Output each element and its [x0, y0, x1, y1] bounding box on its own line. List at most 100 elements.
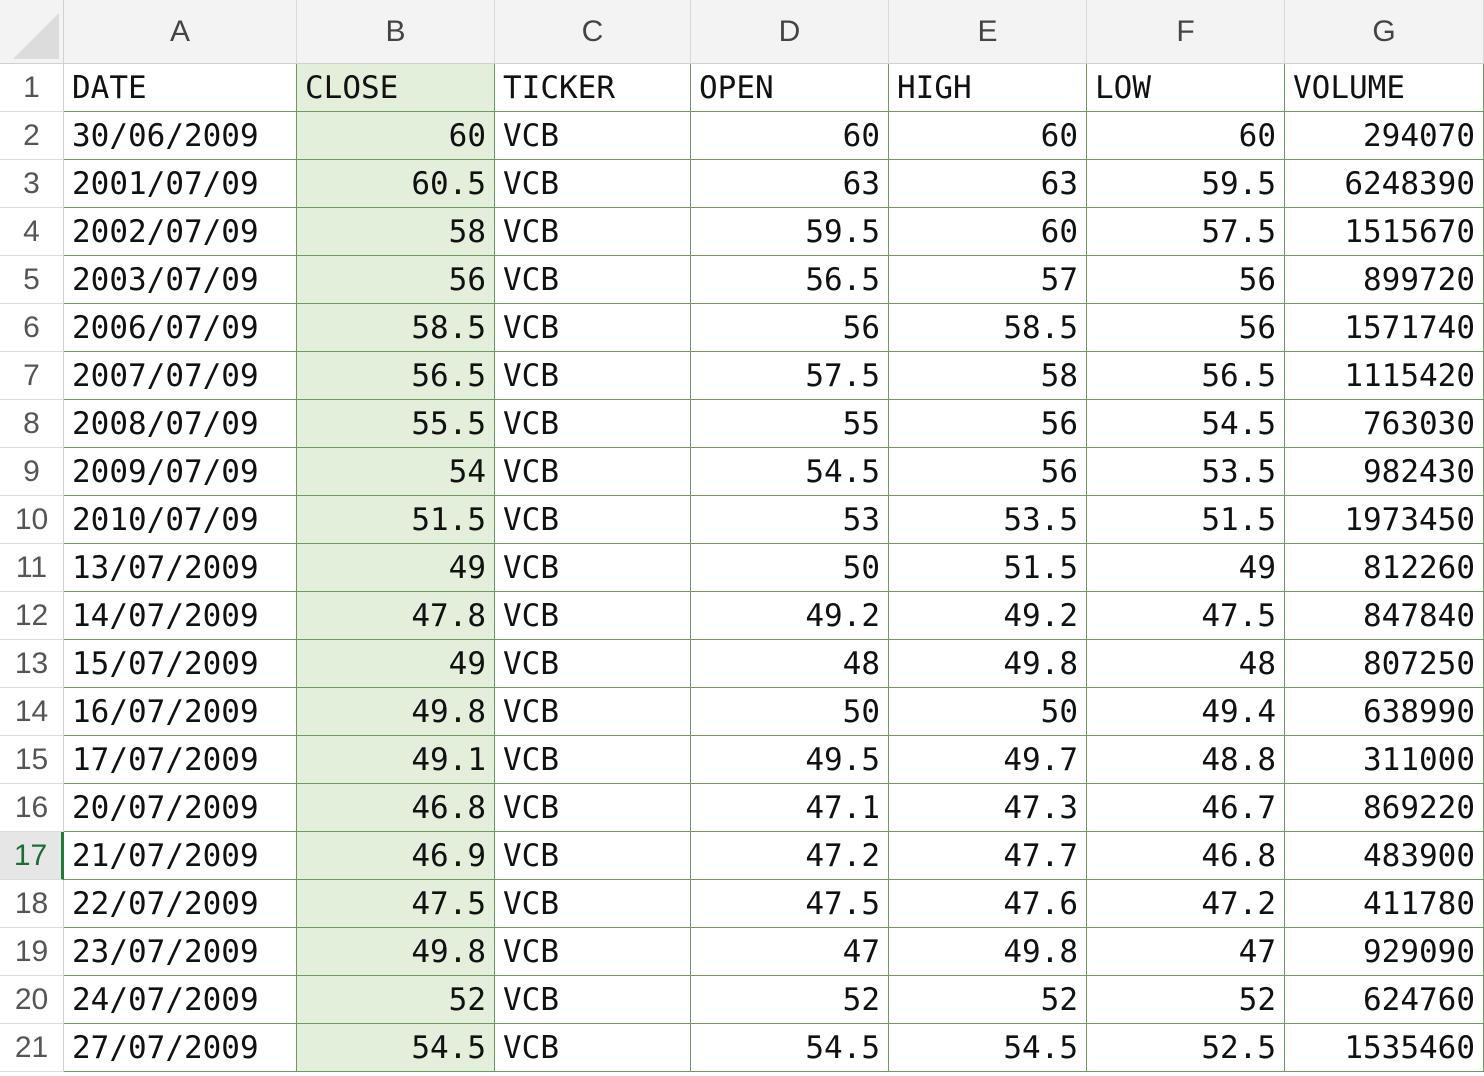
header-cell-c1[interactable]: TICKER: [495, 64, 691, 112]
cell-b14[interactable]: 49.8: [297, 688, 495, 736]
cell-a6[interactable]: 2006/07/09: [64, 304, 297, 352]
cell-g2[interactable]: 294070: [1285, 112, 1484, 160]
cell-c15[interactable]: VCB: [495, 736, 691, 784]
cell-d10[interactable]: 53: [691, 496, 889, 544]
cell-a2[interactable]: 30/06/2009: [64, 112, 297, 160]
cell-f18[interactable]: 47.2: [1087, 880, 1285, 928]
cell-e19[interactable]: 49.8: [889, 928, 1087, 976]
cell-f12[interactable]: 47.5: [1087, 592, 1285, 640]
row-header-1[interactable]: 1: [0, 64, 64, 112]
cell-d12[interactable]: 49.2: [691, 592, 889, 640]
cell-d5[interactable]: 56.5: [691, 256, 889, 304]
cell-e21[interactable]: 54.5: [889, 1024, 1087, 1072]
cell-b17[interactable]: 46.9: [297, 832, 495, 880]
cell-a20[interactable]: 24/07/2009: [64, 976, 297, 1024]
row-header-6[interactable]: 6: [0, 304, 64, 352]
row-header-11[interactable]: 11: [0, 544, 64, 592]
cell-g5[interactable]: 899720: [1285, 256, 1484, 304]
row-header-8[interactable]: 8: [0, 400, 64, 448]
cell-c7[interactable]: VCB: [495, 352, 691, 400]
row-header-16[interactable]: 16: [0, 784, 64, 832]
cell-b6[interactable]: 58.5: [297, 304, 495, 352]
cell-d15[interactable]: 49.5: [691, 736, 889, 784]
cell-e14[interactable]: 50: [889, 688, 1087, 736]
cell-g3[interactable]: 6248390: [1285, 160, 1484, 208]
row-header-17[interactable]: 17: [0, 832, 64, 880]
cell-g14[interactable]: 638990: [1285, 688, 1484, 736]
cell-e8[interactable]: 56: [889, 400, 1087, 448]
cell-c5[interactable]: VCB: [495, 256, 691, 304]
cell-b16[interactable]: 46.8: [297, 784, 495, 832]
cell-f21[interactable]: 52.5: [1087, 1024, 1285, 1072]
row-header-20[interactable]: 20: [0, 976, 64, 1024]
row-header-15[interactable]: 15: [0, 736, 64, 784]
cell-d14[interactable]: 50: [691, 688, 889, 736]
column-header-a[interactable]: A: [64, 0, 297, 64]
cell-b2[interactable]: 60: [297, 112, 495, 160]
cell-f2[interactable]: 60: [1087, 112, 1285, 160]
cell-a9[interactable]: 2009/07/09: [64, 448, 297, 496]
cell-f7[interactable]: 56.5: [1087, 352, 1285, 400]
cell-d20[interactable]: 52: [691, 976, 889, 1024]
cell-a4[interactable]: 2002/07/09: [64, 208, 297, 256]
cell-e5[interactable]: 57: [889, 256, 1087, 304]
cell-g18[interactable]: 411780: [1285, 880, 1484, 928]
column-header-b[interactable]: B: [297, 0, 495, 64]
cell-g19[interactable]: 929090: [1285, 928, 1484, 976]
header-cell-a1[interactable]: DATE: [64, 64, 297, 112]
row-header-2[interactable]: 2: [0, 112, 64, 160]
cell-c16[interactable]: VCB: [495, 784, 691, 832]
cell-a18[interactable]: 22/07/2009: [64, 880, 297, 928]
cell-e7[interactable]: 58: [889, 352, 1087, 400]
cell-e13[interactable]: 49.8: [889, 640, 1087, 688]
cell-c12[interactable]: VCB: [495, 592, 691, 640]
cell-g11[interactable]: 812260: [1285, 544, 1484, 592]
cell-d11[interactable]: 50: [691, 544, 889, 592]
cell-d17[interactable]: 47.2: [691, 832, 889, 880]
cell-g15[interactable]: 311000: [1285, 736, 1484, 784]
cell-c8[interactable]: VCB: [495, 400, 691, 448]
row-header-18[interactable]: 18: [0, 880, 64, 928]
row-header-3[interactable]: 3: [0, 160, 64, 208]
cell-f4[interactable]: 57.5: [1087, 208, 1285, 256]
cell-f6[interactable]: 56: [1087, 304, 1285, 352]
cell-d8[interactable]: 55: [691, 400, 889, 448]
cell-e4[interactable]: 60: [889, 208, 1087, 256]
column-header-d[interactable]: D: [691, 0, 889, 64]
cell-e12[interactable]: 49.2: [889, 592, 1087, 640]
row-header-14[interactable]: 14: [0, 688, 64, 736]
cell-d21[interactable]: 54.5: [691, 1024, 889, 1072]
cell-f19[interactable]: 47: [1087, 928, 1285, 976]
cell-g7[interactable]: 1115420: [1285, 352, 1484, 400]
cell-b5[interactable]: 56: [297, 256, 495, 304]
cell-e16[interactable]: 47.3: [889, 784, 1087, 832]
cell-g13[interactable]: 807250: [1285, 640, 1484, 688]
cell-b19[interactable]: 49.8: [297, 928, 495, 976]
cell-c13[interactable]: VCB: [495, 640, 691, 688]
row-header-4[interactable]: 4: [0, 208, 64, 256]
row-header-9[interactable]: 9: [0, 448, 64, 496]
cell-c19[interactable]: VCB: [495, 928, 691, 976]
header-cell-e1[interactable]: HIGH: [889, 64, 1087, 112]
cell-c4[interactable]: VCB: [495, 208, 691, 256]
cell-a12[interactable]: 14/07/2009: [64, 592, 297, 640]
cell-b8[interactable]: 55.5: [297, 400, 495, 448]
cell-d2[interactable]: 60: [691, 112, 889, 160]
cell-a8[interactable]: 2008/07/09: [64, 400, 297, 448]
cell-b13[interactable]: 49: [297, 640, 495, 688]
cell-c3[interactable]: VCB: [495, 160, 691, 208]
cell-a15[interactable]: 17/07/2009: [64, 736, 297, 784]
cell-b9[interactable]: 54: [297, 448, 495, 496]
cell-f16[interactable]: 46.7: [1087, 784, 1285, 832]
cell-f17[interactable]: 46.8: [1087, 832, 1285, 880]
cell-g6[interactable]: 1571740: [1285, 304, 1484, 352]
cell-c14[interactable]: VCB: [495, 688, 691, 736]
select-all-corner[interactable]: [0, 0, 64, 64]
cell-e17[interactable]: 47.7: [889, 832, 1087, 880]
row-header-10[interactable]: 10: [0, 496, 64, 544]
cell-f10[interactable]: 51.5: [1087, 496, 1285, 544]
cell-c21[interactable]: VCB: [495, 1024, 691, 1072]
cell-g10[interactable]: 1973450: [1285, 496, 1484, 544]
row-header-21[interactable]: 21: [0, 1024, 64, 1072]
cell-d18[interactable]: 47.5: [691, 880, 889, 928]
